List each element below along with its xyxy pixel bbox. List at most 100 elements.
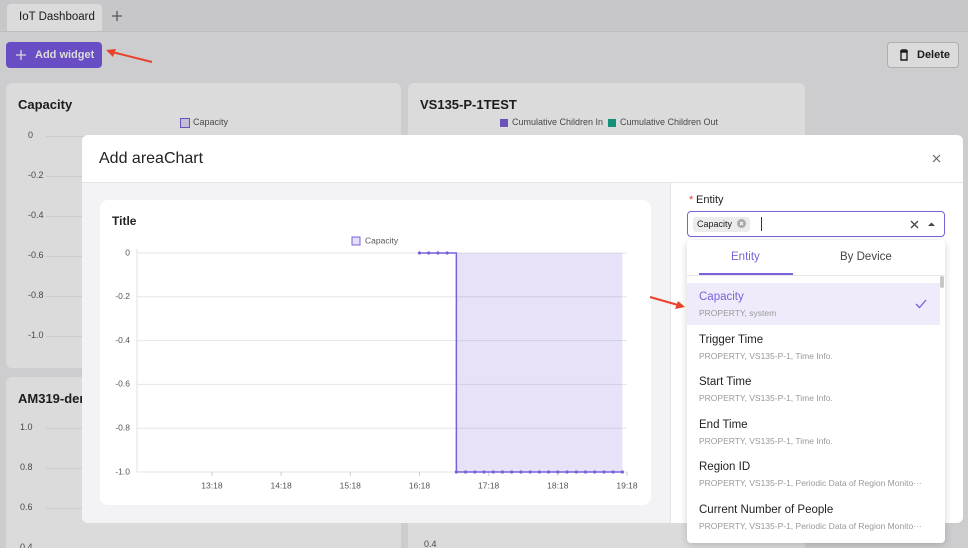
y-tick-label: -0.8 [115, 422, 130, 432]
dropdown-tab[interactable]: By Device [840, 251, 892, 263]
tag-remove-icon[interactable] [736, 219, 746, 228]
selected-tag: Capacity [693, 217, 750, 232]
data-point [528, 470, 532, 474]
y-tick-label: -0.6 [28, 250, 44, 260]
y-tick-label: -1.0 [115, 466, 130, 476]
data-point [473, 470, 477, 474]
legend-label: Cumulative Children In [512, 117, 604, 127]
card-title: AM319-dem [18, 391, 91, 406]
check-icon [915, 299, 927, 309]
dropdown-option[interactable]: Current Number of People PROPERTY, VS135-… [687, 496, 940, 538]
text-cursor [761, 217, 762, 231]
active-tab-indicator [699, 273, 793, 275]
legend-swatch [500, 119, 508, 127]
caret-icon[interactable] [928, 222, 935, 227]
data-point [454, 470, 458, 474]
data-point [556, 470, 560, 474]
x-tick-label: 16:18 [409, 480, 431, 490]
legend-swatch [180, 118, 190, 128]
entity-select[interactable]: Capacity [687, 211, 945, 237]
legend-label: Capacity [193, 117, 229, 127]
y-tick-label: -0.2 [115, 291, 130, 301]
option-name: Region ID [699, 461, 751, 474]
data-point [583, 470, 588, 474]
tag-label: Capacity [697, 219, 733, 229]
data-point [482, 470, 486, 474]
data-point [519, 470, 523, 474]
data-point [500, 470, 505, 474]
option-name: Trigger Time [699, 333, 764, 346]
option-name: End Time [699, 418, 748, 431]
required-mark: * [689, 194, 694, 206]
field-label: Entity [696, 194, 724, 206]
area-fill [419, 253, 623, 472]
dropdown-option[interactable]: Trigger Time PROPERTY, VS135-P-1, Time In… [687, 326, 940, 368]
trash-icon [900, 49, 908, 61]
x-tick-label: 17:18 [478, 480, 500, 490]
y-tick-label: 0 [125, 247, 130, 257]
scrollbar[interactable] [940, 276, 944, 288]
button-label: Delete [917, 49, 951, 61]
option-meta: PROPERTY, system [699, 308, 777, 318]
data-point [436, 251, 440, 255]
y-tick-label: -0.8 [28, 290, 44, 300]
data-point [445, 251, 449, 255]
y-tick-label: 0 [28, 130, 34, 140]
dropdown-option[interactable]: Region ID PROPERTY, VS135-P-1, Periodic D… [687, 453, 940, 495]
close-icon[interactable] [932, 154, 941, 163]
x-tick-label: 19:18 [616, 480, 638, 490]
option-name: Capacity [699, 291, 744, 303]
data-point [611, 470, 615, 474]
chart-title: Title [112, 214, 137, 228]
data-point [565, 470, 569, 474]
data-point [574, 470, 578, 474]
chart-card: Title 0 -0.2 -0.4 -0.6 -0.8 -1.0 13:18 14:18 15:1… [100, 200, 651, 505]
area-chart: Title 0 -0.2 -0.4 -0.6 -0.8 -1.0 13:18 14:18 15:1… [112, 214, 638, 490]
option-name: Start Time [699, 376, 752, 389]
delete-button[interactable]: Delete [887, 42, 959, 68]
clear-icon[interactable] [910, 220, 919, 229]
data-point [593, 470, 597, 474]
card-title: Capacity [18, 97, 73, 112]
x-tick-label: 18:18 [547, 480, 569, 490]
dropdown-tab[interactable]: Entity [731, 251, 760, 263]
option-name: Current Number of People [699, 504, 834, 516]
tab[interactable]: IoT Dashboard [7, 4, 102, 31]
x-tick-label: 13:18 [201, 480, 223, 490]
add-tab-icon[interactable] [111, 10, 123, 22]
divider [82, 182, 963, 183]
y-tick-label: 0.4 [424, 539, 437, 548]
entity-dropdown: Entity By Device Capacity PROPERTY, syste… [687, 240, 945, 543]
data-point [491, 470, 495, 474]
add-widget-button[interactable]: Add widget [6, 42, 102, 68]
data-point [537, 470, 541, 474]
divider [670, 183, 671, 523]
tab-label: IoT Dashboard [19, 11, 95, 23]
plus-icon [16, 50, 26, 60]
option-meta: PROPERTY, VS135-P-1, Periodic Data of Re… [699, 521, 922, 531]
legend-swatch [608, 119, 616, 127]
legend-label: Cumulative Children Out [620, 117, 719, 127]
tab-bar: IoT Dashboard [0, 0, 968, 32]
dropdown-option[interactable]: Start Time PROPERTY, VS135-P-1, Time Info… [687, 368, 940, 410]
dropdown-option[interactable]: End Time PROPERTY, VS135-P-1, Time Info. [687, 411, 940, 453]
y-tick-label: 1.0 [20, 422, 33, 432]
legend-swatch [351, 236, 361, 246]
y-tick-label: 0.6 [20, 502, 33, 512]
x-tick-label: 14:18 [270, 480, 292, 490]
option-meta: PROPERTY, VS135-P-1, Periodic Data of Re… [699, 478, 922, 489]
y-tick-label: -0.6 [115, 379, 130, 389]
data-point [417, 251, 422, 255]
dropdown-option[interactable]: Capacity PROPERTY, system [687, 283, 940, 325]
option-meta: PROPERTY, VS135-P-1, Time Info. [699, 435, 833, 446]
option-meta: PROPERTY, VS135-P-1, Time Info. [699, 350, 833, 361]
modal-title: Add areaChart [99, 150, 204, 167]
divider [687, 275, 945, 276]
card-title: VS135-P-1TEST [420, 97, 517, 112]
data-point [602, 470, 606, 474]
y-tick-label: 0.8 [20, 462, 33, 472]
y-tick-label: -0.2 [28, 170, 44, 180]
y-tick-label: -0.4 [115, 335, 130, 345]
data-point [463, 470, 468, 474]
